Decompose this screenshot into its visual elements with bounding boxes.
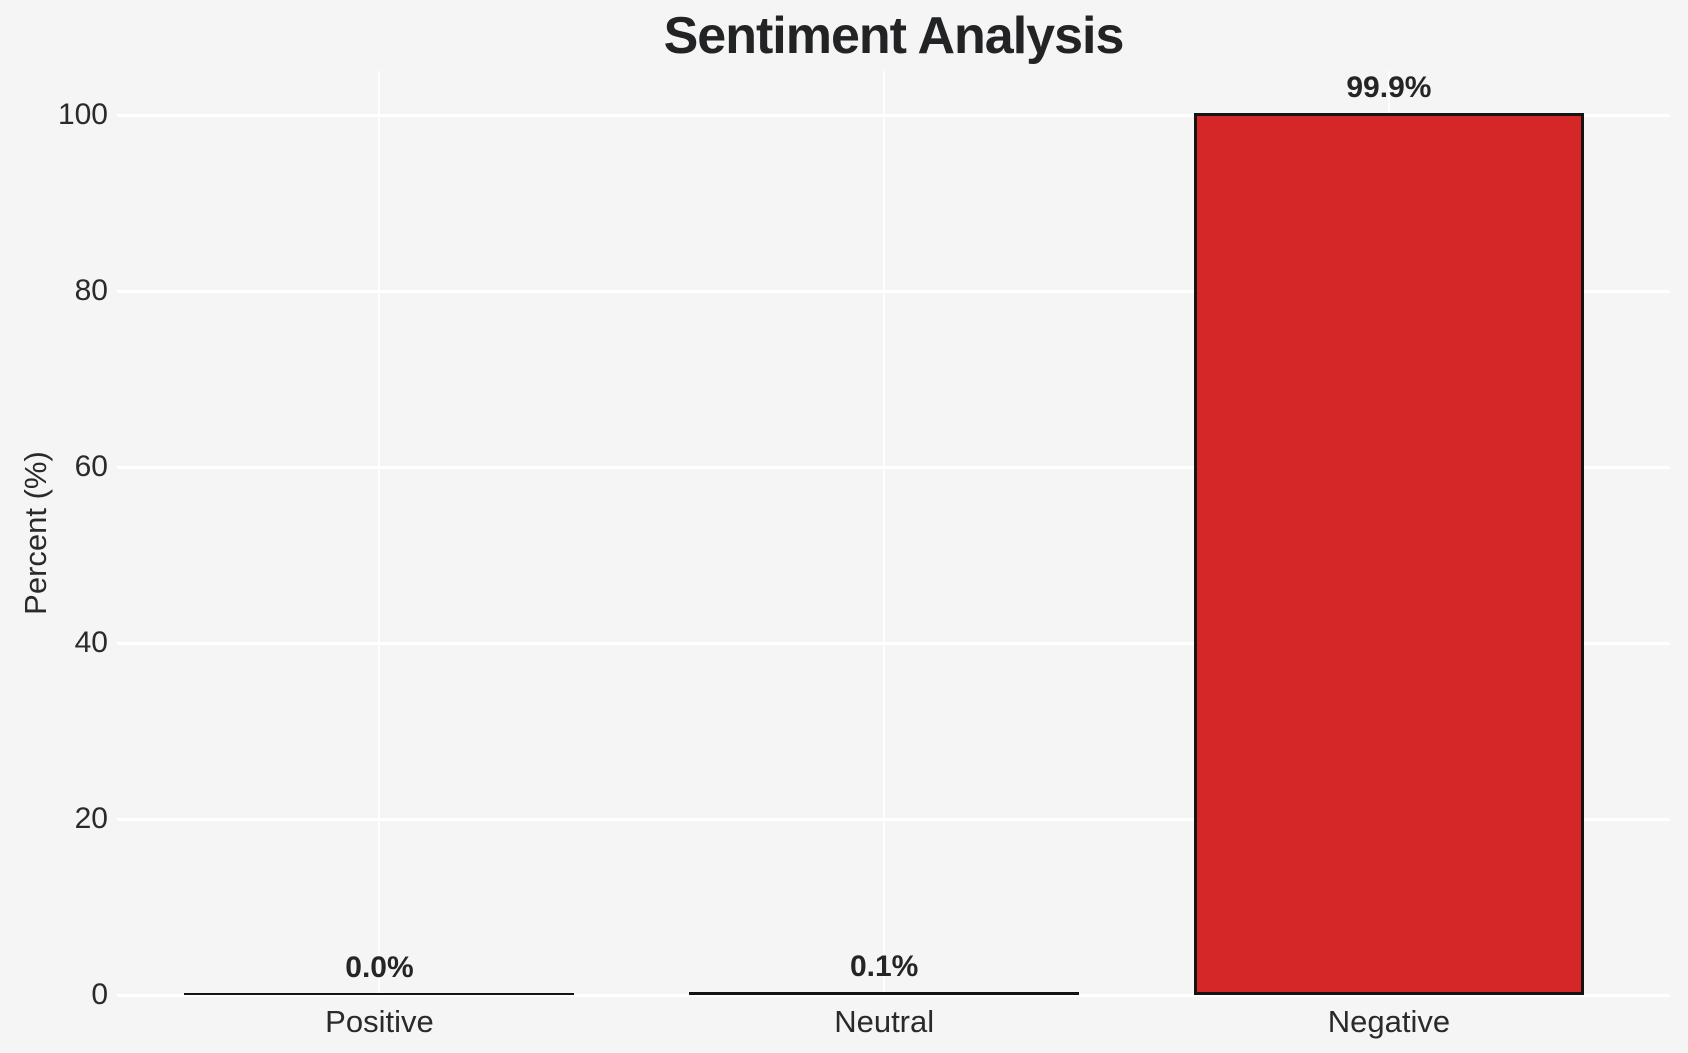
chart-title: Sentiment Analysis [663,7,1125,65]
horizontal-gridline [117,289,1670,293]
bar-positive [184,993,575,995]
y-tick-label: 20 [74,802,108,835]
bar-value-label: 0.0% [345,951,414,984]
x-tick-label-negative: Negative [1327,1004,1451,1039]
y-tick-label: 60 [74,450,108,483]
y-axis-label-wrap: Percent (%) [16,0,56,1053]
x-tick-label-positive: Positive [325,1004,434,1039]
horizontal-gridline [117,465,1670,469]
y-tick-label: 80 [74,274,108,307]
vertical-gridline [378,71,381,995]
plot-area: 0.0% 0.1% 99.9% [117,71,1670,997]
bar-value-label: 99.9% [1346,71,1432,104]
bar-negative [1193,113,1584,995]
y-tick-label: 0 [91,978,108,1011]
horizontal-gridline [117,817,1670,821]
vertical-gridline [883,71,886,995]
horizontal-gridline [117,641,1670,645]
bar-value-label: 0.1% [849,950,919,983]
horizontal-gridline [117,993,1670,997]
y-tick-label: 40 [74,626,108,659]
horizontal-gridline [117,113,1670,117]
bar-neutral [689,992,1080,995]
x-tick-label-neutral: Neutral [834,1004,935,1039]
y-tick-label: 100 [57,98,108,131]
